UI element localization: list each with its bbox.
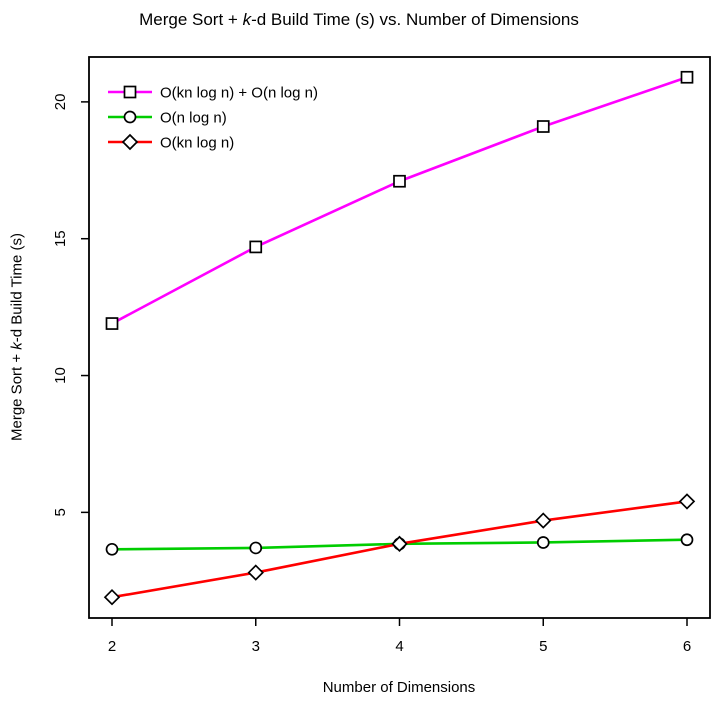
- data-point-marker-diamond: [391, 535, 408, 553]
- y-axis-label-text: Merge Sort +: [8, 349, 26, 441]
- data-point-marker-circle: [123, 110, 137, 124]
- y-axis-label-italic-k: k: [8, 342, 26, 350]
- data-point-marker-square: [393, 174, 406, 188]
- legend-label: O(kn log n): [160, 135, 234, 152]
- data-point-marker-square: [105, 317, 119, 330]
- y-axis-label: Merge Sort + k-d Build Time (s): [9, 233, 26, 441]
- y-axis-tick-label: 15: [52, 230, 69, 247]
- data-point-marker-diamond: [247, 564, 264, 581]
- legend-label: O(n log n): [160, 110, 227, 127]
- data-point-marker-circle: [536, 536, 550, 549]
- chart-title-text-2: -d Build Time (s) vs. Number of Dimensio…: [251, 10, 579, 29]
- y-axis-tick-label: 5: [52, 508, 69, 516]
- data-point-marker-square: [536, 120, 550, 133]
- data-point-marker-circle: [249, 541, 263, 555]
- chart-title-italic-k: k: [242, 10, 252, 29]
- data-point-marker-diamond: [121, 133, 139, 151]
- data-point-marker-circle: [105, 542, 119, 556]
- x-axis-tick-label: 4: [395, 638, 403, 655]
- x-axis-tick-label: 6: [683, 638, 691, 655]
- x-axis-label: Number of Dimensions: [322, 679, 476, 696]
- data-point-marker-circle: [680, 533, 694, 547]
- y-axis-label-text-2: -d Build Time (s): [8, 233, 26, 343]
- chart-title-text: Merge Sort +: [139, 10, 243, 29]
- data-point-marker-diamond: [678, 493, 696, 510]
- data-point-marker-square: [249, 240, 263, 254]
- chart-title: Merge Sort + k-d Build Time (s) vs. Numb…: [0, 10, 718, 30]
- data-point-marker-square: [123, 85, 137, 99]
- x-axis-tick-label: 5: [539, 638, 547, 655]
- x-axis-tick-label: 2: [108, 638, 116, 655]
- data-point-marker-diamond: [535, 512, 552, 529]
- data-point-marker-diamond: [103, 588, 121, 606]
- y-axis-tick-label: 10: [52, 367, 69, 384]
- data-point-marker-square: [680, 70, 694, 84]
- y-axis-tick-label: 20: [52, 94, 69, 111]
- legend-label: O(kn log n) + O(n log n): [160, 85, 318, 102]
- x-axis-tick-label: 3: [252, 638, 260, 655]
